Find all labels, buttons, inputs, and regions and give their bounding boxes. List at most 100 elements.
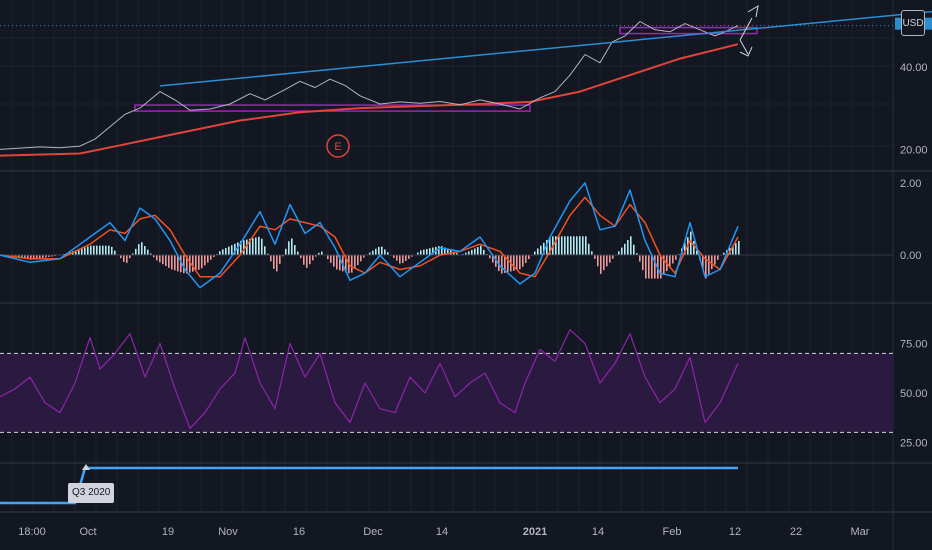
- macd-histogram-bar: [315, 255, 317, 257]
- macd-histogram-bar: [291, 238, 293, 256]
- macd-histogram-bar: [636, 253, 638, 256]
- price-tick-label: 20.00: [900, 144, 928, 156]
- macd-histogram-bar: [471, 249, 473, 256]
- x-tick-label: Dec: [363, 526, 383, 538]
- macd-histogram-bar: [330, 255, 332, 263]
- macd-histogram-bar: [201, 255, 203, 269]
- macd-histogram-bar: [669, 255, 671, 268]
- macd-histogram-bar: [582, 236, 584, 256]
- x-tick-label: 22: [790, 526, 802, 538]
- macd-histogram-bar: [150, 253, 152, 256]
- macd-histogram-bar: [198, 255, 200, 270]
- macd-histogram-bar: [105, 245, 107, 256]
- macd-histogram-bar: [513, 255, 515, 271]
- macd-histogram-bar: [648, 255, 650, 279]
- macd-histogram-bar: [96, 245, 98, 256]
- macd-histogram-bar: [540, 245, 542, 256]
- macd-histogram-bar: [141, 242, 143, 256]
- macd-histogram-bar: [654, 255, 656, 279]
- macd-histogram-bar: [237, 242, 239, 256]
- macd-histogram-bar: [483, 249, 485, 256]
- macd-histogram-bar: [189, 255, 191, 273]
- macd-line: [0, 182, 739, 289]
- macd-histogram-bar: [339, 255, 341, 271]
- macd-histogram-bar: [180, 255, 182, 273]
- macd-histogram-bar: [123, 255, 125, 262]
- macd-histogram-bar: [507, 255, 509, 273]
- macd-histogram-bar: [192, 255, 194, 272]
- macd-histogram-bar: [45, 255, 47, 258]
- macd-histogram-bar: [372, 250, 374, 256]
- x-tick-label: Mar: [851, 526, 870, 538]
- macd-histogram-bar: [549, 237, 551, 256]
- macd-histogram-bar: [576, 236, 578, 256]
- macd-histogram-bar: [465, 252, 467, 256]
- macd-histogram-bar: [138, 244, 140, 256]
- macd-histogram-bar: [102, 245, 104, 256]
- macd-histogram-bar: [120, 255, 122, 259]
- support-zone: [134, 104, 531, 112]
- x-tick-label: 14: [436, 526, 448, 538]
- macd-histogram-bar: [270, 255, 272, 262]
- macd-histogram-bar: [429, 248, 431, 256]
- macd-histogram-bar: [51, 255, 53, 257]
- macd-histogram-bar: [711, 255, 713, 270]
- macd-histogram-bar: [129, 255, 131, 259]
- macd-histogram-bar: [144, 245, 146, 256]
- macd-histogram-bar: [282, 255, 284, 257]
- macd-histogram-bar: [30, 255, 32, 260]
- macd-histogram-bar: [228, 246, 230, 256]
- quarter-marker-icon: [82, 464, 90, 470]
- rsi-line: [0, 329, 739, 429]
- support-zone-2: [619, 26, 758, 35]
- moving-average-line: [0, 43, 739, 157]
- macd-histogram-bar: [162, 255, 164, 265]
- macd-histogram-bar: [573, 236, 575, 256]
- macd-histogram-bar: [381, 246, 383, 256]
- macd-histogram-bar: [312, 255, 314, 261]
- macd-histogram-bar: [537, 248, 539, 256]
- macd-histogram-bar: [264, 246, 266, 256]
- macd-histogram-bar: [165, 255, 167, 267]
- macd-histogram-bar: [297, 251, 299, 256]
- x-tick-label: Oct: [79, 526, 96, 538]
- macd-histogram-bar: [501, 255, 503, 274]
- macd-histogram-bar: [267, 253, 269, 256]
- macd-histogram-bar: [588, 243, 590, 256]
- macd-histogram-bar: [609, 255, 611, 263]
- macd-histogram-bar: [300, 255, 302, 259]
- currency-badge[interactable]: USD: [901, 10, 925, 36]
- breakout-arrow-icon: [739, 5, 759, 41]
- macd-histogram-bar: [723, 252, 725, 256]
- macd-histogram-bar: [375, 248, 377, 256]
- macd-histogram-bar: [174, 255, 176, 271]
- macd-histogram-bar: [558, 236, 560, 256]
- rsi-band: [0, 353, 893, 433]
- macd-histogram-bar: [534, 251, 536, 256]
- quarter-label[interactable]: Q3 2020: [68, 483, 115, 503]
- macd-histogram-bar: [48, 255, 50, 257]
- macd-histogram-bar: [525, 255, 527, 263]
- macd-tick-label: 0.00: [900, 250, 921, 262]
- macd-histogram-bar: [234, 243, 236, 256]
- macd-histogram-bar: [564, 236, 566, 256]
- macd-histogram-bar: [285, 248, 287, 256]
- macd-histogram-bar: [204, 255, 206, 266]
- x-tick-label: 14: [592, 526, 604, 538]
- macd-histogram-bar: [393, 255, 395, 258]
- macd-histogram-bar: [108, 245, 110, 256]
- macd-histogram-bar: [420, 250, 422, 256]
- macd-histogram-bar: [738, 240, 740, 256]
- macd-histogram-bar: [633, 244, 635, 256]
- macd-histogram-bar: [591, 251, 593, 256]
- macd-histogram-bar: [84, 247, 86, 256]
- macd-histogram-bar: [327, 255, 329, 260]
- macd-histogram-bar: [225, 248, 227, 256]
- macd-histogram-bar: [357, 255, 359, 266]
- event-marker-label: E: [334, 141, 341, 153]
- macd-histogram-bar: [78, 249, 80, 256]
- axes: 20.00 40.00 0.00 2.00 25.00 50.00 75.00 18:00 Oc…: [18, 17, 932, 538]
- macd-histogram-bar: [489, 255, 491, 259]
- macd-histogram-bar: [132, 253, 134, 256]
